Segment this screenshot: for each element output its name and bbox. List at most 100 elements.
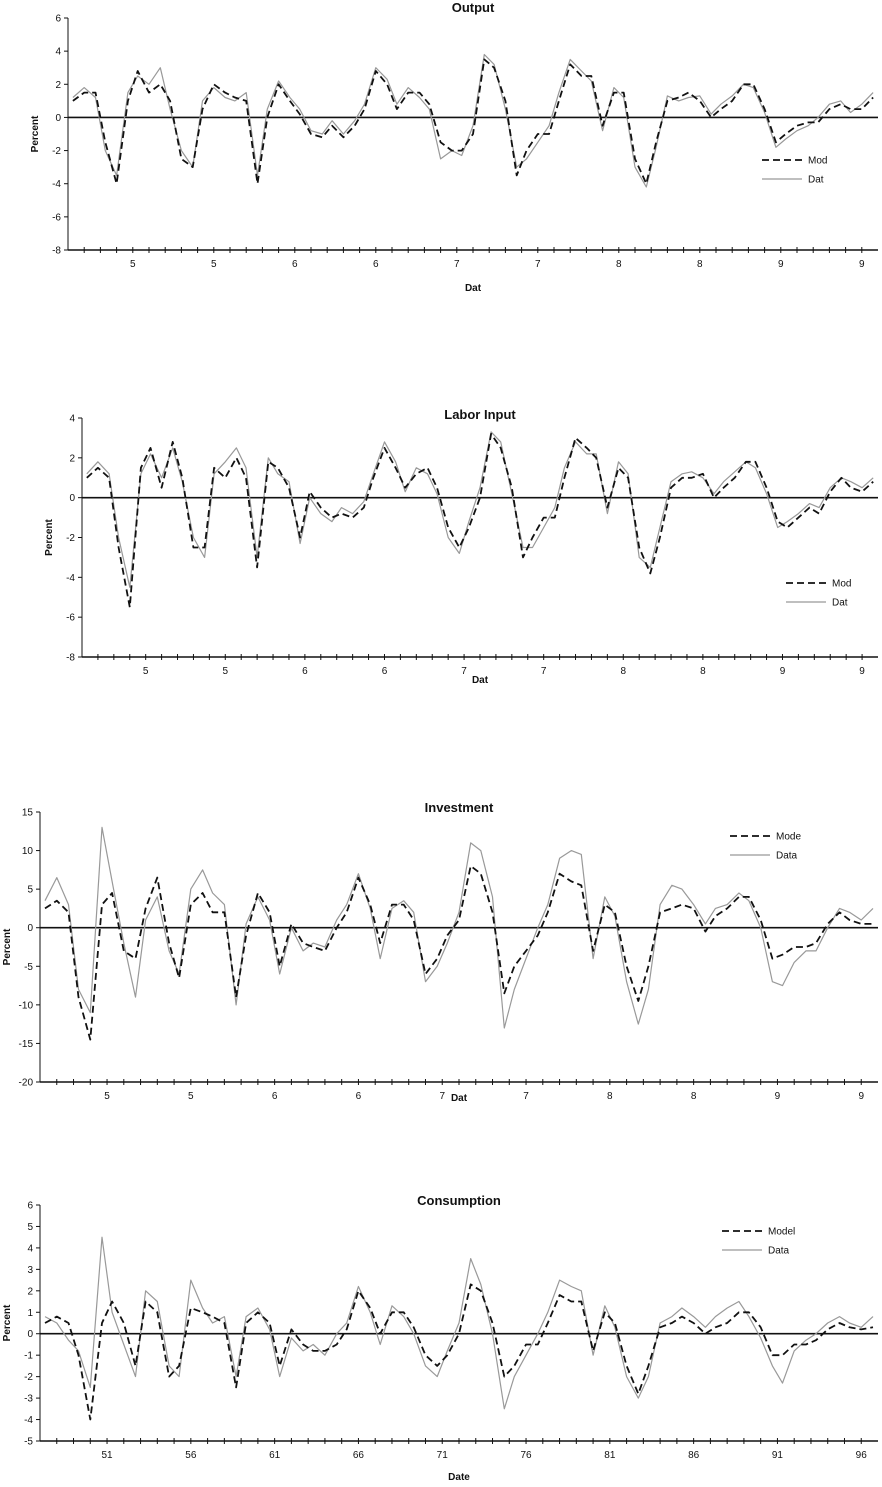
y-tick-label: -5 [24, 1437, 33, 1448]
x-tick-label: 56 [185, 1450, 197, 1461]
y-tick-label: -2 [24, 1372, 33, 1383]
x-tick-label: 6 [356, 1091, 362, 1102]
legend: Mod Dat [762, 156, 827, 186]
y-tick-label: 5 [27, 1222, 33, 1233]
y-axis-title: Percent [2, 928, 13, 965]
legend-label: Data [776, 851, 798, 862]
y-tick-label: 5 [27, 885, 33, 896]
legend-label: Mod [832, 579, 851, 590]
x-tick-label: 66 [353, 1450, 365, 1461]
x-tick-label: 7 [523, 1091, 529, 1102]
x-tick-label: 5 [211, 259, 217, 270]
y-tick-label: -10 [19, 1000, 34, 1011]
y-axis-title: Percent [2, 1304, 13, 1341]
y-tick-label: 2 [27, 1286, 33, 1297]
y-tick-label: -1 [24, 1351, 33, 1362]
x-tick-label: 6 [382, 666, 388, 677]
x-tick-label: 96 [856, 1450, 868, 1461]
chart-title: Consumption [417, 1193, 501, 1208]
y-tick-label: 15 [22, 808, 34, 819]
x-tick-label: 91 [772, 1450, 784, 1461]
y-axis-title: Percent [30, 115, 41, 152]
x-tick-label: 9 [859, 666, 865, 677]
chart-panel: Labor Input -8 -6 -4 -2 0 2 4 Percent 5 5 6 6 7 7 8 8 9 9 D… [44, 407, 878, 686]
y-tick-label: -2 [52, 146, 61, 157]
x-tick-label: 6 [272, 1091, 278, 1102]
x-tick-label: 7 [535, 259, 541, 270]
x-tick-label: 51 [101, 1450, 113, 1461]
y-tick-label: -3 [24, 1394, 33, 1405]
legend-label: Dat [832, 598, 848, 609]
y-tick-label: 0 [27, 1329, 33, 1340]
y-tick-label: 6 [55, 14, 61, 25]
y-tick-label: 6 [27, 1201, 33, 1212]
x-axis-title: Dat [472, 675, 489, 686]
legend-label: Dat [808, 175, 824, 186]
legend-label: Mode [776, 832, 801, 843]
y-tick-label: 4 [69, 414, 75, 425]
y-axis-title: Percent [44, 518, 55, 555]
x-tick-label: 5 [143, 666, 149, 677]
x-axis-title: Dat [465, 283, 482, 294]
y-tick-label: 0 [27, 923, 33, 934]
y-tick-label: -6 [52, 212, 61, 223]
x-tick-label: 5 [188, 1091, 194, 1102]
x-tick-label: 9 [859, 259, 865, 270]
x-tick-label: 8 [691, 1091, 697, 1102]
x-tick-label: 7 [541, 666, 547, 677]
x-tick-label: 7 [454, 259, 460, 270]
x-tick-label: 61 [269, 1450, 281, 1461]
x-tick-label: 8 [607, 1091, 613, 1102]
x-tick-label: 7 [439, 1091, 445, 1102]
model-series-line [44, 1283, 874, 1421]
x-tick-label: 9 [858, 1091, 864, 1102]
x-tick-label: 76 [520, 1450, 532, 1461]
y-tick-label: -8 [52, 246, 61, 257]
legend-label: Data [768, 1246, 790, 1257]
x-tick-label: 81 [604, 1450, 616, 1461]
legend-label: Mod [808, 156, 827, 167]
y-tick-label: -8 [66, 653, 75, 664]
model-series-line [86, 432, 874, 609]
data-series-line [44, 826, 874, 1029]
y-tick-label: 3 [27, 1265, 33, 1276]
x-tick-label: 5 [222, 666, 228, 677]
y-tick-label: -4 [52, 179, 61, 190]
chart-title: Investment [425, 800, 494, 815]
y-tick-label: 10 [22, 846, 34, 857]
chart-panel: Investment -20 -15 -10 -5 0 5 10 15 Percent 5 5 6 6 7 7… [2, 800, 878, 1104]
legend-label: Model [768, 1227, 795, 1238]
legend: Mode Data [730, 832, 801, 862]
legend: Model Data [722, 1227, 795, 1257]
chart-title: Output [452, 0, 495, 15]
x-tick-label: 6 [373, 259, 379, 270]
y-tick-label: 4 [55, 47, 61, 58]
x-tick-label: 71 [437, 1450, 449, 1461]
model-series-line [72, 58, 874, 185]
x-tick-label: 8 [697, 259, 703, 270]
x-tick-label: 8 [700, 666, 706, 677]
y-tick-label: -2 [66, 533, 75, 544]
x-axis-title: Dat [451, 1093, 468, 1104]
chart-title: Labor Input [444, 407, 516, 422]
model-series-line [44, 865, 873, 1041]
x-tick-label: 6 [302, 666, 308, 677]
x-tick-label: 8 [616, 259, 622, 270]
data-series-line [72, 53, 874, 188]
y-tick-label: 2 [69, 453, 75, 464]
x-tick-label: 9 [778, 259, 784, 270]
y-tick-label: -5 [24, 962, 33, 973]
y-tick-label: 4 [27, 1243, 33, 1254]
y-tick-label: -15 [19, 1039, 34, 1050]
y-tick-label: -4 [66, 573, 75, 584]
data-series-line [44, 1236, 874, 1410]
x-tick-label: 9 [780, 666, 786, 677]
x-tick-label: 5 [104, 1091, 110, 1102]
y-tick-label: -4 [24, 1415, 33, 1426]
x-tick-label: 8 [620, 666, 626, 677]
y-tick-label: 0 [55, 113, 61, 124]
y-tick-label: -20 [19, 1078, 34, 1089]
